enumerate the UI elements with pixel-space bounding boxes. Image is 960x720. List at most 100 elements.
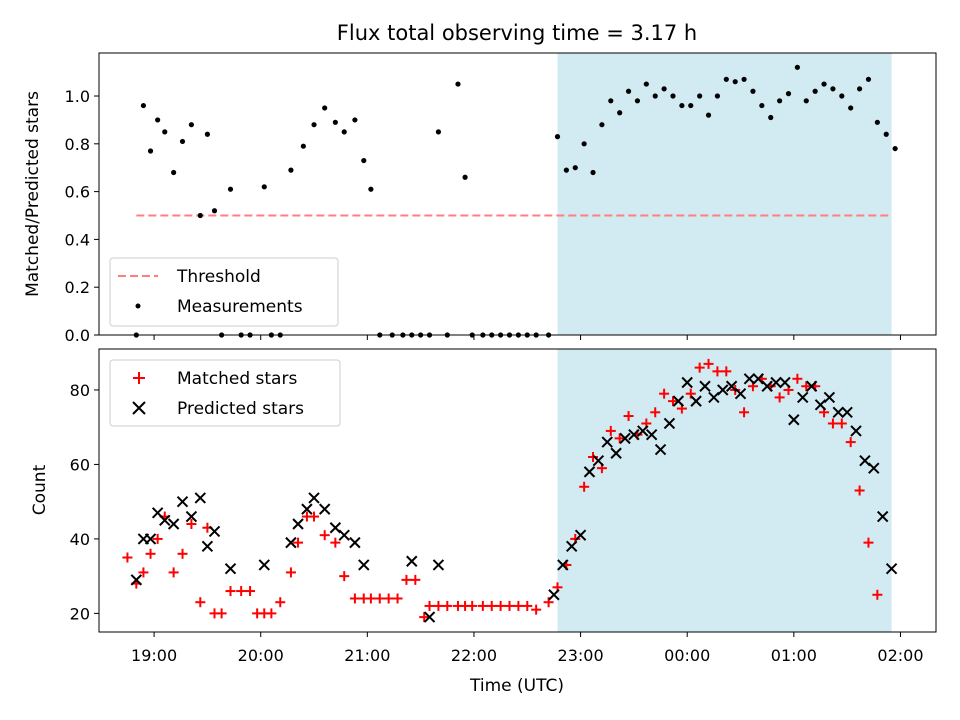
measurement-point <box>288 167 294 173</box>
top-y-tick-label: 1.0 <box>65 87 90 106</box>
measurement-point <box>300 143 306 149</box>
measurement-point <box>171 169 177 176</box>
predicted-star-point <box>752 373 765 385</box>
matched-star-point <box>703 358 714 369</box>
matched-star-point <box>349 593 360 604</box>
matched-star-point <box>365 593 376 604</box>
matched-star-point <box>122 552 133 563</box>
measurement-point <box>455 81 461 87</box>
matched-star-point <box>410 574 421 585</box>
legend-predicted-label: Predicted stars <box>177 399 304 419</box>
predicted-star-point <box>699 380 711 392</box>
measurement-point <box>697 93 703 99</box>
predicted-star-point <box>432 559 445 571</box>
matched-star-point <box>330 537 341 548</box>
predicted-star-point <box>159 514 171 526</box>
bottom-y-ticks: 20 40 60 80 <box>70 381 99 623</box>
top-legend-box <box>109 257 339 327</box>
predicted-star-point <box>565 540 578 553</box>
matched-star-point <box>836 418 847 429</box>
predicted-star-point <box>292 518 304 530</box>
matched-star-point <box>225 586 236 597</box>
top-y-tick-label: 0.8 <box>65 135 90 154</box>
x-tick-label: 23:00 <box>558 646 604 665</box>
matched-star-point <box>845 437 856 448</box>
matched-star-point <box>186 519 197 530</box>
measurement-point <box>204 131 211 137</box>
measurement-point <box>750 88 756 94</box>
measurement-point <box>643 81 649 87</box>
predicted-star-point <box>224 562 237 575</box>
matched-star-point <box>392 593 403 604</box>
matched-star-point <box>579 481 590 492</box>
measurement-point <box>803 98 809 104</box>
measurement-point <box>892 145 898 152</box>
bottom-y-tick-label: 80 <box>70 381 90 400</box>
measurement-point <box>162 129 168 135</box>
x-tick-label: 21:00 <box>344 646 390 665</box>
measurement-point <box>581 141 587 147</box>
measurement-point <box>608 98 614 104</box>
predicted-star-point <box>548 589 560 601</box>
predicted-star-point <box>841 406 853 419</box>
predicted-star-point <box>805 380 818 392</box>
bottom-y-axis-label: Count <box>30 464 50 515</box>
predicted-star-point <box>672 395 685 407</box>
measurement-point <box>777 98 783 104</box>
top-y-tick-label: 0.2 <box>65 278 90 297</box>
matched-star-point <box>827 418 838 429</box>
measurement-point <box>883 131 889 137</box>
measurement-point <box>368 186 374 192</box>
measurement-point <box>227 186 234 192</box>
top-axes-frame <box>98 52 937 336</box>
legend-matched-swatch <box>133 372 145 384</box>
top-panel: 0.0 0.2 0.4 0.6 0.8 1.0 Flux total observing … <box>23 21 937 345</box>
predicted-stars-points <box>130 373 898 623</box>
legend-predicted-swatch <box>132 401 146 415</box>
predicted-star-point <box>645 428 658 441</box>
measurement-point <box>563 167 569 173</box>
predicted-star-point <box>557 559 569 571</box>
predicted-star-point <box>201 540 214 553</box>
matched-star-point <box>486 600 497 611</box>
matched-star-point <box>419 612 430 623</box>
matched-star-point <box>152 533 163 544</box>
matched-star-point <box>531 604 542 615</box>
measurement-point <box>661 86 667 92</box>
matched-star-point <box>275 597 286 608</box>
measurement-point <box>732 79 738 85</box>
predicted-star-point <box>850 425 862 437</box>
matched-star-point <box>319 530 330 541</box>
predicted-star-point <box>176 495 189 508</box>
predicted-star-point <box>628 428 640 441</box>
predicted-star-point <box>779 376 791 389</box>
predicted-star-point <box>814 399 827 411</box>
matched-star-point <box>712 366 723 377</box>
legend-measurements-label: Measurements <box>177 297 303 317</box>
bottom-panel: 20 40 60 80 19:00 20:00 21:00 22:00 23:00 00:00 0… <box>30 348 937 696</box>
predicted-star-point <box>717 384 729 396</box>
top-y-tick-label: 0.4 <box>65 230 90 249</box>
legend-threshold-label: Threshold <box>176 267 261 287</box>
matched-star-point <box>605 425 616 436</box>
measurement-point <box>462 174 468 180</box>
matched-star-point <box>293 537 304 548</box>
bottom-legend-box <box>109 359 341 427</box>
predicted-star-point <box>788 414 800 426</box>
matched-star-point <box>216 608 227 619</box>
predicted-star-point <box>823 391 836 404</box>
matched-star-point <box>694 362 705 373</box>
measurement-point <box>599 122 605 128</box>
matched-star-point <box>739 407 750 418</box>
predicted-star-point <box>885 562 898 575</box>
measurement-point <box>590 169 596 176</box>
bottom-legend: Matched stars Predicted stars <box>109 359 341 427</box>
legend-matched-label: Matched stars <box>177 369 297 389</box>
top-x-ticks <box>153 335 901 340</box>
measurement-point <box>311 122 317 128</box>
bottom-x-ticks: 19:00 20:00 21:00 22:00 23:00 00:00 01:00 02:00 <box>131 632 924 665</box>
predicted-star-point <box>583 466 596 478</box>
predicted-star-point <box>338 529 350 541</box>
predicted-star-point <box>574 529 587 541</box>
